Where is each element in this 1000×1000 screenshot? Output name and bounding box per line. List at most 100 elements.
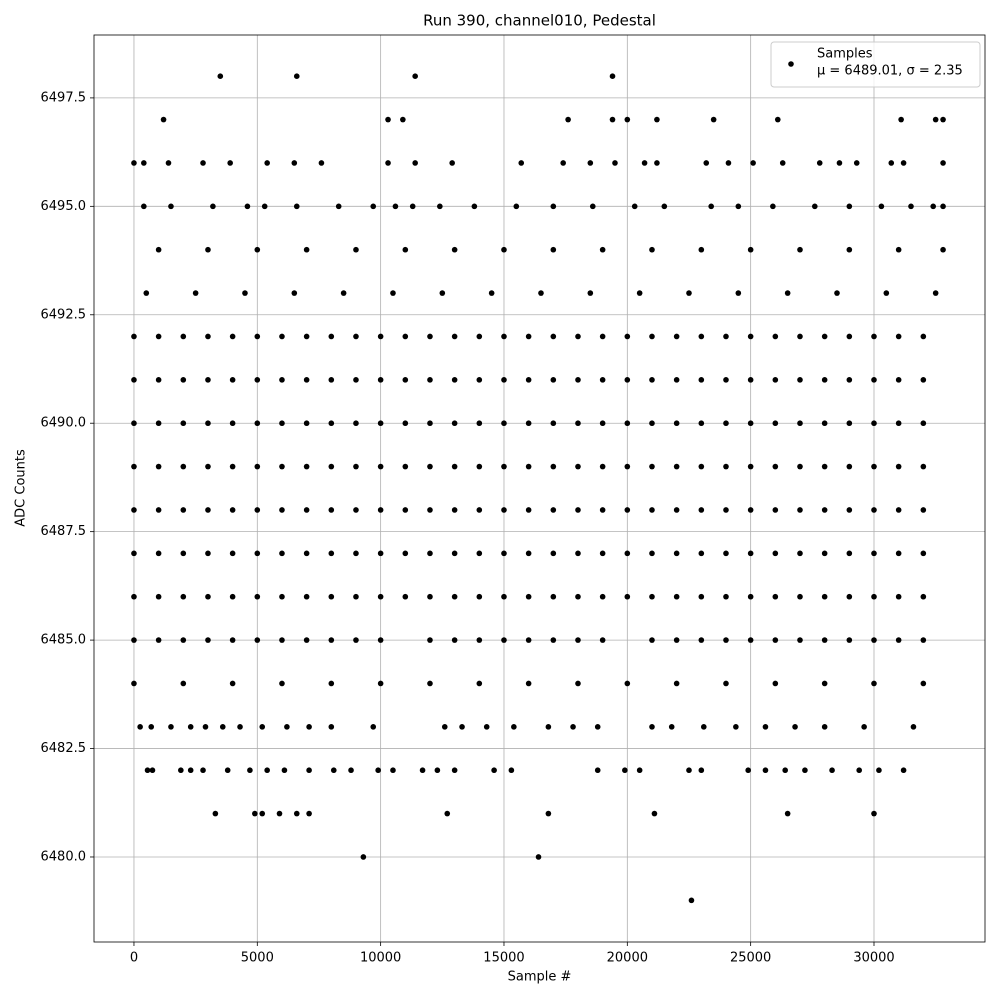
sample-point xyxy=(377,377,384,383)
sample-point xyxy=(698,507,705,513)
sample-point xyxy=(328,507,335,513)
sample-point xyxy=(476,637,483,643)
sample-point xyxy=(242,290,248,296)
sample-point xyxy=(878,203,885,210)
sample-point xyxy=(821,680,828,687)
sample-point xyxy=(735,203,742,210)
sample-point xyxy=(587,160,594,166)
sample-point xyxy=(303,420,310,427)
sample-point xyxy=(328,550,335,557)
sample-point xyxy=(137,724,143,730)
sample-point xyxy=(205,593,211,600)
sample-point xyxy=(375,767,381,774)
sample-point xyxy=(187,724,194,730)
sample-point xyxy=(254,420,261,427)
sample-point xyxy=(649,507,655,513)
sample-point xyxy=(144,767,151,774)
sample-point xyxy=(575,550,581,557)
sample-point xyxy=(205,420,211,427)
sample-point xyxy=(876,767,882,774)
sample-point xyxy=(609,73,616,80)
sample-point xyxy=(402,246,409,253)
sample-point xyxy=(353,333,359,340)
sample-point xyxy=(131,680,137,687)
sample-point xyxy=(377,680,384,687)
sample-point xyxy=(550,203,557,210)
sample-point xyxy=(279,420,285,427)
sample-point xyxy=(402,593,409,600)
sample-point xyxy=(328,680,335,687)
sample-point xyxy=(920,420,927,427)
sample-point xyxy=(254,463,261,470)
x-tick-label: 25000 xyxy=(730,951,771,966)
sample-point xyxy=(328,724,335,730)
sample-point xyxy=(673,507,680,513)
sample-point xyxy=(821,333,828,340)
chart-title: Run 390, channel010, Pedestal xyxy=(423,12,656,30)
sample-point xyxy=(229,420,236,427)
sample-point xyxy=(624,550,631,557)
sample-point xyxy=(747,246,754,253)
sample-point xyxy=(599,550,606,557)
sample-point xyxy=(829,767,835,774)
sample-point xyxy=(155,463,162,470)
sample-point xyxy=(747,637,754,643)
sample-point xyxy=(377,507,384,513)
sample-point xyxy=(784,290,791,296)
sample-point xyxy=(353,463,359,470)
sample-point xyxy=(525,333,532,340)
sample-point xyxy=(688,897,695,904)
sample-point xyxy=(846,463,853,470)
sample-point xyxy=(254,507,261,513)
sample-point xyxy=(797,333,803,340)
sample-point xyxy=(501,377,507,383)
sample-point xyxy=(141,160,147,166)
sample-point xyxy=(774,116,781,123)
sample-point xyxy=(811,203,818,210)
sample-point xyxy=(402,420,409,427)
sample-point xyxy=(599,507,606,513)
sample-point xyxy=(575,680,581,687)
sample-point xyxy=(525,637,532,643)
sample-point xyxy=(131,593,137,600)
sample-point xyxy=(594,767,601,774)
sample-point xyxy=(254,637,261,643)
sample-point xyxy=(187,767,194,774)
sample-point xyxy=(747,463,754,470)
sample-point xyxy=(631,203,638,210)
sample-point xyxy=(673,463,680,470)
sample-point xyxy=(846,637,853,643)
sample-point xyxy=(328,420,335,427)
sample-point xyxy=(821,463,828,470)
sample-point xyxy=(131,463,137,470)
sample-point xyxy=(511,724,517,730)
sample-point xyxy=(772,680,779,687)
sample-point xyxy=(797,550,803,557)
sample-point xyxy=(427,420,433,427)
sample-point xyxy=(400,116,406,123)
sample-point xyxy=(920,507,927,513)
sample-point xyxy=(451,333,458,340)
sample-point xyxy=(427,333,433,340)
sample-point xyxy=(735,290,742,296)
sample-point xyxy=(575,637,581,643)
sample-point xyxy=(168,203,174,210)
sample-point xyxy=(340,290,347,296)
sample-point xyxy=(821,637,828,643)
sample-point xyxy=(599,463,606,470)
sample-point xyxy=(565,116,571,123)
sample-point xyxy=(797,246,803,253)
sample-point xyxy=(155,333,162,340)
sample-point xyxy=(599,246,606,253)
sample-point xyxy=(451,550,458,557)
sample-point xyxy=(895,246,902,253)
sample-point xyxy=(930,203,936,210)
sample-point xyxy=(330,767,337,774)
sample-point xyxy=(747,550,754,557)
sample-point xyxy=(259,724,266,730)
sample-point xyxy=(649,377,655,383)
sample-point xyxy=(535,854,542,860)
sample-point xyxy=(624,680,631,687)
sample-point xyxy=(353,420,359,427)
sample-point xyxy=(910,724,917,730)
